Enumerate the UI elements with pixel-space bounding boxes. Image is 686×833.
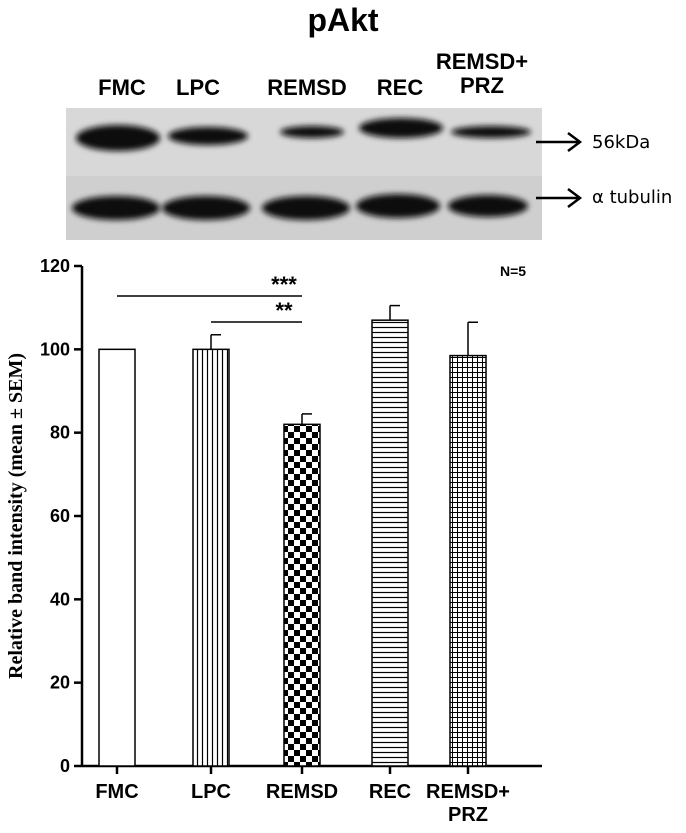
blot-band <box>356 194 440 218</box>
blot-lane-label: REMSD+ PRZ <box>427 50 537 98</box>
x-tick-label: REMSD <box>266 781 338 803</box>
blot-lane-label-line: PRZ <box>460 73 504 98</box>
x-tick-label: REMSD+ <box>426 781 510 803</box>
arrow-right-icon <box>536 188 583 208</box>
blot-lane-label-line: REC <box>376 75 424 100</box>
significance-label: ** <box>275 298 293 323</box>
bar-rec <box>371 319 409 767</box>
sample-size-label: N=5 <box>500 263 526 279</box>
bar-remsd <box>283 423 321 767</box>
blot-lane-label-line: REMSD+ <box>435 49 529 74</box>
y-tick-label: 100 <box>40 339 70 359</box>
blot-band <box>262 196 350 220</box>
y-tick-label: 0 <box>60 756 70 776</box>
blot-pakt-panel <box>66 108 542 176</box>
significance-label: *** <box>271 272 297 297</box>
blot-lane-label-line: FMC <box>98 75 146 100</box>
bar-chart: 0 20 40 60 80 100 120 Relative band intensity (… <box>5 256 542 826</box>
x-tick-label: LPC <box>191 781 231 803</box>
y-axis-label: Relative band intensity (mean ± SEM) <box>5 353 27 679</box>
y-tick-label: 60 <box>50 506 70 526</box>
y-tick-label: 40 <box>50 589 70 609</box>
blot-band <box>72 196 160 220</box>
blot-lane-label: FMC <box>67 76 177 100</box>
x-tick-label: FMC <box>95 781 138 803</box>
blot-band <box>76 125 160 151</box>
blot-tubulin-panel <box>66 176 542 240</box>
bar-fmc <box>98 348 136 767</box>
blot-lane-label: LPC <box>143 76 253 100</box>
blot-band <box>448 195 528 217</box>
y-tick-label: 120 <box>40 256 70 276</box>
y-tick-label: 20 <box>50 673 70 693</box>
marker-alpha-tubulin: α tubulin <box>592 187 673 208</box>
blot-lane-label-line: REMSD <box>267 75 347 100</box>
figure-title: pAkt <box>307 2 379 38</box>
arrow-right-icon <box>536 132 583 152</box>
blot-band <box>280 126 344 138</box>
blot-lane-label-line: LPC <box>176 75 220 100</box>
bar-lpc <box>192 348 230 767</box>
x-tick-label: PRZ <box>448 804 488 826</box>
bar-remsd-prz <box>449 354 487 767</box>
blot-band <box>359 118 443 138</box>
blot-band <box>168 127 248 145</box>
blot-tubulin-bands <box>72 194 528 220</box>
blot-lane-label: REMSD <box>252 76 362 100</box>
blot-pakt-bands <box>76 118 531 151</box>
blot-lane-label: REC <box>345 76 455 100</box>
marker-56kda: 56kDa <box>592 132 651 153</box>
x-tick-label: REC <box>369 781 411 803</box>
blot-band <box>451 126 531 138</box>
blot-band <box>162 196 250 220</box>
y-tick-label: 80 <box>50 423 70 443</box>
